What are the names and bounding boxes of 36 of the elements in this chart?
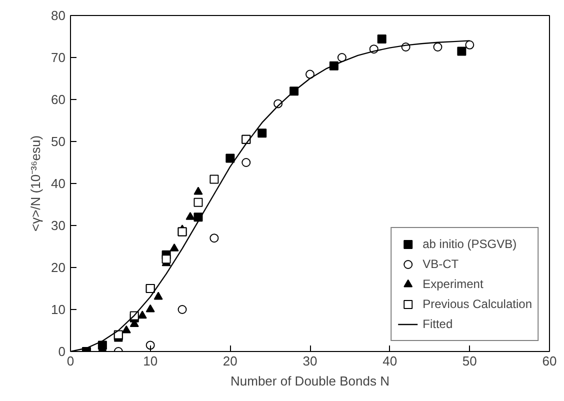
point (138, 310, 147, 319)
x-tick-label: 20 (222, 354, 238, 368)
legend-label: Fitted (422, 317, 453, 331)
x-tick-label: 40 (382, 354, 398, 368)
y-tick-label: 40 (51, 176, 66, 191)
point (154, 292, 163, 300)
y-tick-label: 10 (51, 302, 66, 317)
x-axis-title: Number of Double Bonds N (230, 374, 390, 388)
x-tick-label: 60 (542, 354, 557, 368)
x-tick-label: 50 (462, 354, 477, 368)
point (210, 174, 219, 184)
y-tick-label: 30 (51, 218, 66, 233)
point (226, 154, 235, 163)
point (162, 254, 171, 264)
point (194, 186, 203, 195)
y-tick-label: 80 (51, 8, 66, 23)
point (186, 212, 195, 220)
y-tick-label: 0 (58, 344, 66, 359)
legend-label: Previous Calculation (422, 297, 532, 311)
legend-label: VB-CT (422, 257, 459, 271)
point (170, 243, 179, 252)
point (377, 34, 386, 44)
y-tick-label: 70 (51, 50, 66, 65)
y-axis-title: <γ>/N (10⁻³⁶esu) (28, 135, 44, 232)
point (146, 304, 155, 312)
point (122, 325, 131, 334)
legend-label: ab initio (PSGVB) (422, 237, 517, 251)
y-tick-label: 60 (51, 92, 66, 107)
y-tick-label: 20 (51, 260, 66, 275)
point (457, 46, 466, 56)
point (194, 198, 203, 207)
point (258, 128, 267, 138)
x-tick-label: 30 (302, 354, 318, 368)
legend-label: Experiment (422, 277, 484, 291)
y-tick-label: 50 (51, 134, 66, 149)
x-tick-label: 10 (143, 354, 158, 368)
